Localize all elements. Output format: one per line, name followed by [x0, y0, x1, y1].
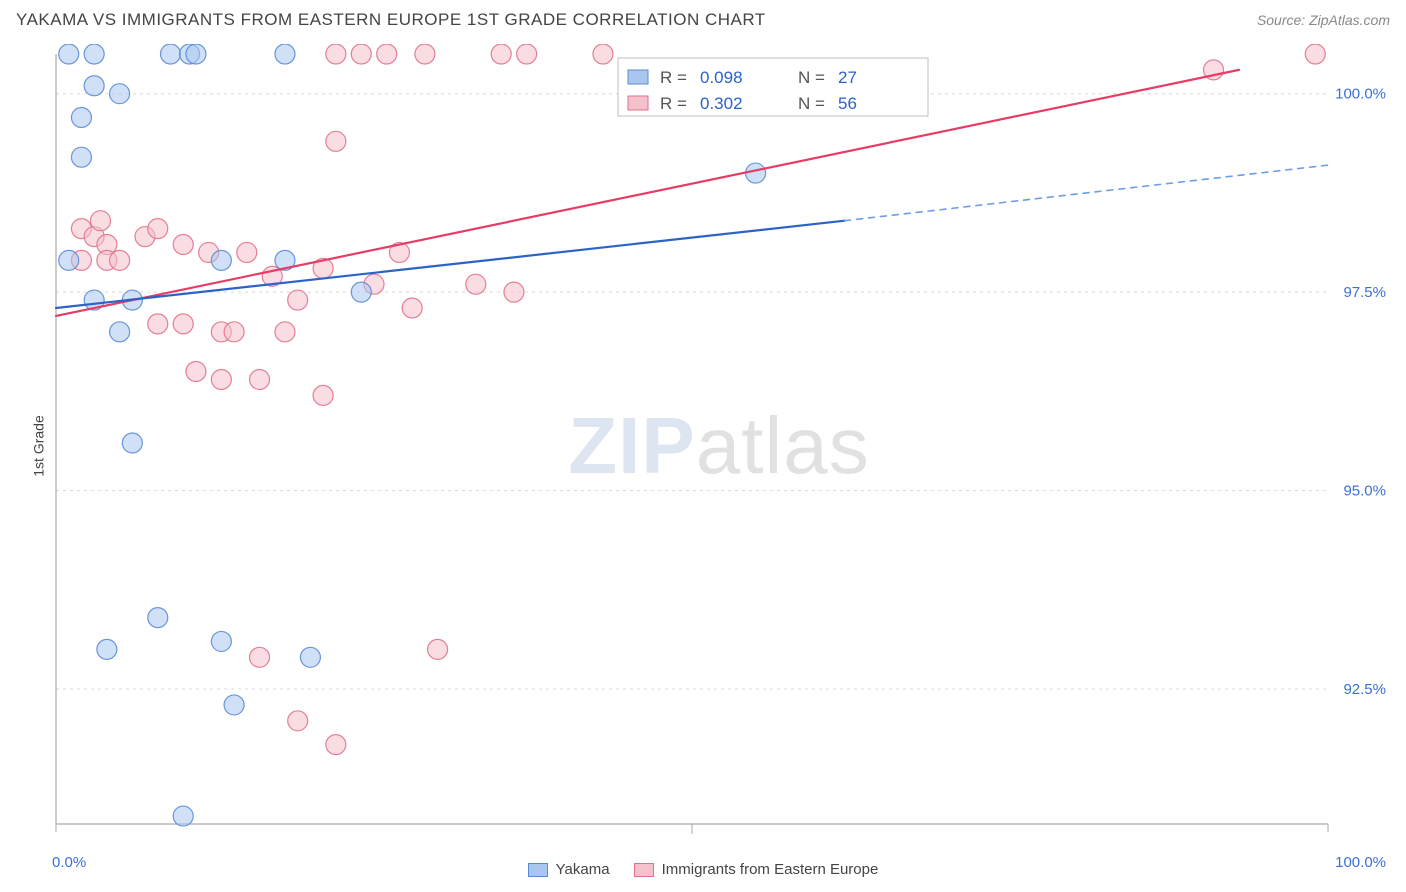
- svg-text:N =: N =: [798, 94, 825, 113]
- scatter-chart: 92.5% 95.0% 97.5% 100.0% R = 0.098 N = 27 R = 0.3…: [48, 44, 1390, 848]
- chart-title: YAKAMA VS IMMIGRANTS FROM EASTERN EUROPE…: [16, 10, 766, 30]
- legend-swatch-immigrants: [634, 863, 654, 877]
- svg-text:27: 27: [838, 68, 857, 87]
- bottom-legend: Yakama Immigrants from Eastern Europe: [0, 861, 1406, 878]
- y-axis-label: 1st Grade: [31, 415, 47, 476]
- svg-text:N =: N =: [798, 68, 825, 87]
- svg-text:97.5%: 97.5%: [1343, 284, 1386, 301]
- svg-text:R =: R =: [660, 94, 687, 113]
- svg-text:95.0%: 95.0%: [1343, 483, 1386, 500]
- svg-text:56: 56: [838, 94, 857, 113]
- legend-item-yakama: Yakama: [528, 861, 610, 878]
- chart-container: 92.5% 95.0% 97.5% 100.0% R = 0.098 N = 27 R = 0.3…: [48, 44, 1390, 848]
- legend-item-immigrants: Immigrants from Eastern Europe: [634, 861, 879, 878]
- source-credit: Source: ZipAtlas.com: [1257, 12, 1390, 28]
- svg-text:R =: R =: [660, 68, 687, 87]
- legend-label-yakama: Yakama: [556, 861, 610, 878]
- svg-text:92.5%: 92.5%: [1343, 681, 1386, 698]
- legend-label-immigrants: Immigrants from Eastern Europe: [662, 861, 879, 878]
- legend-swatch-yakama: [528, 863, 548, 877]
- svg-text:0.302: 0.302: [700, 94, 743, 113]
- svg-text:100.0%: 100.0%: [1335, 86, 1386, 103]
- svg-text:0.098: 0.098: [700, 68, 743, 87]
